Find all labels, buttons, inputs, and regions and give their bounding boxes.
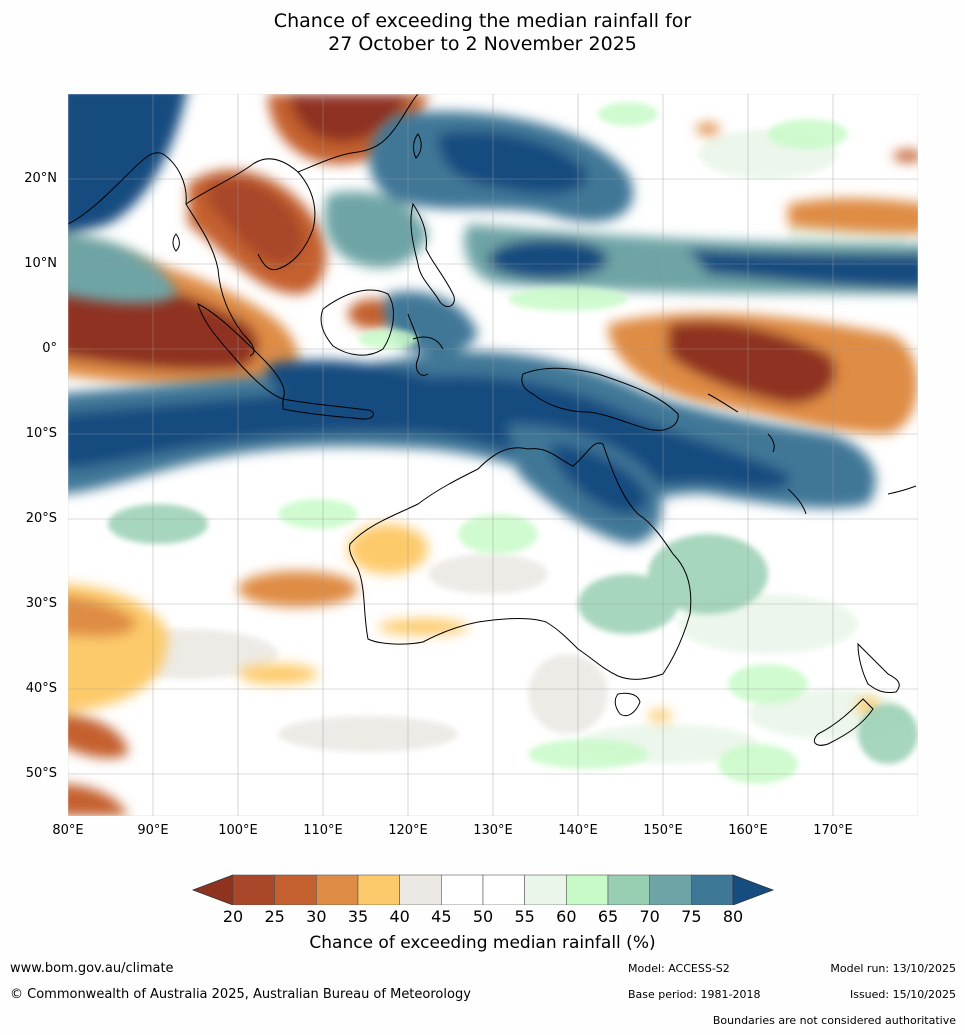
colorbar-extend-low — [191, 874, 234, 905]
title-line-1: Chance of exceeding the median rainfall … — [273, 10, 692, 32]
footer-url: www.bom.gov.au/climate — [10, 961, 174, 976]
colorbar-segment — [607, 874, 650, 905]
colorbar-segment — [649, 874, 692, 905]
footer-issued: Issued: 15/10/2025 — [849, 988, 956, 1001]
australia-coast — [349, 442, 692, 680]
tasmania-coast — [614, 692, 641, 717]
colorbar-tick-label: 50 — [472, 907, 494, 926]
coastlines — [68, 94, 917, 746]
colorbar-segment — [441, 874, 484, 905]
lat-label-10n: 10°N — [24, 256, 57, 271]
colorbar-segment — [399, 874, 442, 905]
colorbar-tick-label: 25 — [264, 907, 285, 926]
java-coast — [282, 398, 374, 420]
footer-model: Model: ACCESS-S2 — [628, 962, 730, 975]
lat-label-10s: 10°S — [25, 426, 57, 441]
footer-disclaimer: Boundaries are not considered authoritat… — [712, 1014, 956, 1027]
sulawesi-coast — [407, 313, 444, 376]
colorbar-tick-label: 40 — [389, 907, 410, 926]
moderate-wet-regions — [108, 102, 918, 784]
wet-regions — [68, 94, 918, 544]
colorbar-tick-label: 30 — [306, 907, 327, 926]
lon-label-110e: 110°E — [303, 823, 343, 838]
lon-label-130e: 130°E — [473, 823, 513, 838]
lon-label-170e: 170°E — [813, 823, 853, 838]
lat-label-equator: 0° — [42, 341, 57, 356]
lon-label-160e: 160°E — [728, 823, 768, 838]
colorbar-segment — [482, 874, 525, 905]
colorbar-segment — [691, 874, 734, 905]
rainfall-map — [67, 93, 919, 817]
colorbar-segment — [524, 874, 567, 905]
dry-regions — [68, 94, 918, 816]
asia-mainland-coast — [68, 94, 419, 357]
colorbar-tick-label: 70 — [639, 907, 660, 926]
colorbar-segment — [566, 874, 609, 905]
footer-model-run: Model run: 13/10/2025 — [830, 962, 956, 975]
colorbar-tick-label: 60 — [556, 907, 577, 926]
lat-label-40s: 40°S — [25, 681, 57, 696]
lat-label-20s: 20°S — [25, 511, 57, 526]
map-canvas — [67, 93, 919, 817]
colorbar-tick-label: 75 — [681, 907, 702, 926]
pacific-islands-coast — [707, 393, 917, 515]
title-line-2: 27 October to 2 November 2025 — [328, 33, 637, 55]
philippines-coast — [410, 202, 455, 307]
graticule — [68, 94, 918, 816]
colorbar-label: Chance of exceeding median rainfall (%) — [309, 933, 656, 953]
lon-label-120e: 120°E — [388, 823, 428, 838]
lon-label-140e: 140°E — [558, 823, 598, 838]
lat-label-20n: 20°N — [24, 171, 57, 186]
colorbar-segment — [274, 874, 317, 905]
footer-copyright: © Commonwealth of Australia 2025, Austra… — [10, 987, 471, 1002]
nz-south-island — [813, 698, 874, 746]
new-guinea-coast — [521, 367, 679, 431]
lat-label-50s: 50°S — [25, 766, 57, 781]
footer-base-period: Base period: 1981-2018 — [628, 988, 761, 1001]
colorbar-segment — [357, 874, 400, 905]
borneo-coast — [320, 289, 394, 356]
lon-label-150e: 150°E — [643, 823, 683, 838]
lon-label-90e: 90°E — [137, 823, 169, 838]
taiwan-coast — [413, 133, 422, 159]
colorbar-tick-label: 35 — [347, 907, 369, 926]
colorbar-segment — [232, 874, 275, 905]
map-title: Chance of exceeding the median rainfall … — [0, 10, 965, 56]
lat-label-30s: 30°S — [25, 596, 57, 611]
colorbar-extend-high — [732, 874, 775, 905]
sri-lanka-coast — [172, 233, 180, 252]
nz-north-island — [857, 642, 900, 693]
colorbar-tick-label: 55 — [514, 907, 535, 926]
colorbar-tick-label: 80 — [722, 907, 744, 926]
colorbar-tick-label: 45 — [431, 907, 452, 926]
colorbar-tick-label: 20 — [222, 907, 244, 926]
lon-label-100e: 100°E — [218, 823, 258, 838]
lon-label-80e: 80°E — [52, 823, 84, 838]
colorbar-segment — [316, 874, 359, 905]
colorbar-tick-label: 65 — [597, 907, 619, 926]
